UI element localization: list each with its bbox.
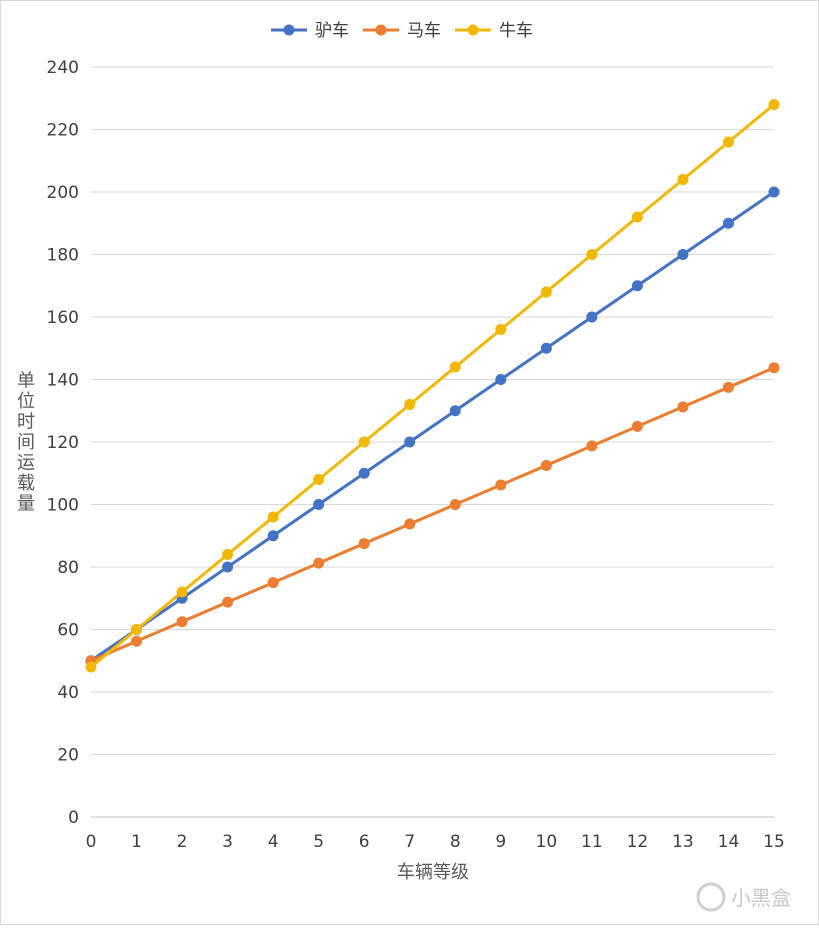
data-point bbox=[267, 511, 279, 523]
legend-swatch-marker bbox=[467, 24, 479, 36]
x-tick-label: 12 bbox=[627, 832, 649, 852]
legend-label: 马车 bbox=[407, 21, 441, 41]
data-point bbox=[586, 311, 598, 323]
data-point bbox=[449, 405, 461, 417]
y-tick-label: 140 bbox=[47, 371, 79, 391]
x-tick-label: 13 bbox=[672, 832, 694, 852]
data-point bbox=[677, 174, 689, 185]
y-tick-label: 80 bbox=[57, 558, 79, 578]
x-tick-label: 6 bbox=[359, 832, 370, 852]
data-point bbox=[222, 549, 234, 560]
data-point bbox=[267, 530, 279, 542]
data-point bbox=[404, 399, 416, 410]
data-point bbox=[176, 616, 188, 628]
x-tick-label: 1 bbox=[131, 832, 142, 852]
data-point bbox=[131, 624, 143, 635]
y-tick-label: 20 bbox=[57, 746, 79, 766]
data-point bbox=[358, 436, 370, 448]
data-point bbox=[722, 136, 734, 148]
series-group bbox=[85, 99, 780, 673]
data-point bbox=[404, 518, 416, 530]
data-point bbox=[358, 538, 370, 550]
data-point bbox=[313, 557, 325, 569]
data-point bbox=[768, 186, 780, 198]
legend-label: 驴车 bbox=[315, 21, 349, 41]
data-point bbox=[131, 635, 143, 647]
data-point bbox=[677, 249, 689, 260]
data-point bbox=[768, 99, 780, 110]
x-tick-label: 15 bbox=[763, 832, 785, 852]
legend-item: 牛车 bbox=[455, 21, 533, 41]
gridlines bbox=[91, 66, 774, 818]
y-tick-label: 180 bbox=[47, 246, 79, 266]
data-point bbox=[267, 577, 279, 589]
legend-item: 马车 bbox=[363, 21, 441, 41]
data-point bbox=[222, 561, 234, 573]
series-2 bbox=[85, 99, 780, 673]
data-point bbox=[540, 342, 552, 354]
x-tick-label: 9 bbox=[495, 832, 506, 852]
legend: 驴车 马车 牛车 bbox=[271, 21, 533, 41]
y-tick-label: 40 bbox=[57, 683, 79, 703]
data-point bbox=[495, 324, 507, 335]
legend-swatch-marker bbox=[375, 24, 387, 36]
data-point bbox=[677, 401, 689, 413]
data-point bbox=[631, 211, 643, 223]
x-tick-label: 0 bbox=[86, 832, 97, 852]
data-point bbox=[540, 459, 552, 471]
data-point bbox=[722, 217, 734, 229]
y-tick-label: 220 bbox=[47, 121, 79, 141]
data-point bbox=[586, 440, 598, 452]
data-point bbox=[495, 479, 507, 491]
x-tick-label: 10 bbox=[536, 832, 558, 852]
y-tick-label: 0 bbox=[68, 808, 79, 828]
y-axis-title: 单位时间运载量 bbox=[17, 371, 35, 515]
watermark-text: 小黑盒 bbox=[731, 886, 791, 910]
x-axis-title: 车辆等级 bbox=[397, 862, 469, 883]
data-point bbox=[586, 249, 598, 260]
data-point bbox=[313, 474, 325, 485]
data-point bbox=[222, 596, 234, 608]
data-point bbox=[722, 381, 734, 393]
watermark-logo-icon bbox=[696, 882, 726, 912]
data-point bbox=[768, 362, 780, 374]
series-line bbox=[90, 103, 775, 669]
data-point bbox=[358, 467, 370, 479]
x-tick-label: 8 bbox=[450, 832, 461, 852]
legend-label: 牛车 bbox=[499, 21, 533, 41]
x-tick-label: 3 bbox=[222, 832, 233, 852]
x-tick-label: 7 bbox=[404, 832, 415, 852]
legend-item: 驴车 bbox=[271, 21, 349, 41]
y-tick-label: 200 bbox=[47, 183, 79, 203]
x-tick-label: 4 bbox=[268, 832, 279, 852]
x-tick-label: 14 bbox=[718, 832, 740, 852]
y-axis-ticks: 0 20 40 60 80 100 120 140 160 180 200 220 240 bbox=[47, 58, 79, 828]
x-tick-label: 11 bbox=[581, 832, 603, 852]
y-tick-label: 100 bbox=[47, 496, 79, 516]
data-point bbox=[449, 361, 461, 373]
data-point bbox=[631, 420, 643, 432]
data-point bbox=[631, 280, 643, 292]
data-point bbox=[449, 499, 461, 510]
data-point bbox=[495, 374, 507, 385]
data-point bbox=[540, 286, 552, 298]
data-point bbox=[404, 436, 416, 448]
data-point bbox=[313, 499, 325, 510]
y-tick-label: 160 bbox=[47, 308, 79, 328]
watermark: 小黑盒 bbox=[696, 882, 791, 912]
data-point bbox=[85, 661, 97, 673]
y-tick-label: 60 bbox=[57, 621, 79, 641]
x-axis-ticks: 0 1 2 3 4 5 6 7 8 9 10 11 12 13 14 15 bbox=[86, 832, 785, 852]
legend-swatch-marker bbox=[283, 24, 295, 36]
y-tick-label: 120 bbox=[47, 433, 79, 453]
x-tick-label: 5 bbox=[313, 832, 324, 852]
data-point bbox=[176, 586, 188, 598]
series-line bbox=[90, 190, 775, 662]
series-line bbox=[90, 366, 775, 663]
x-tick-label: 2 bbox=[177, 832, 188, 852]
y-tick-label: 240 bbox=[47, 58, 79, 78]
